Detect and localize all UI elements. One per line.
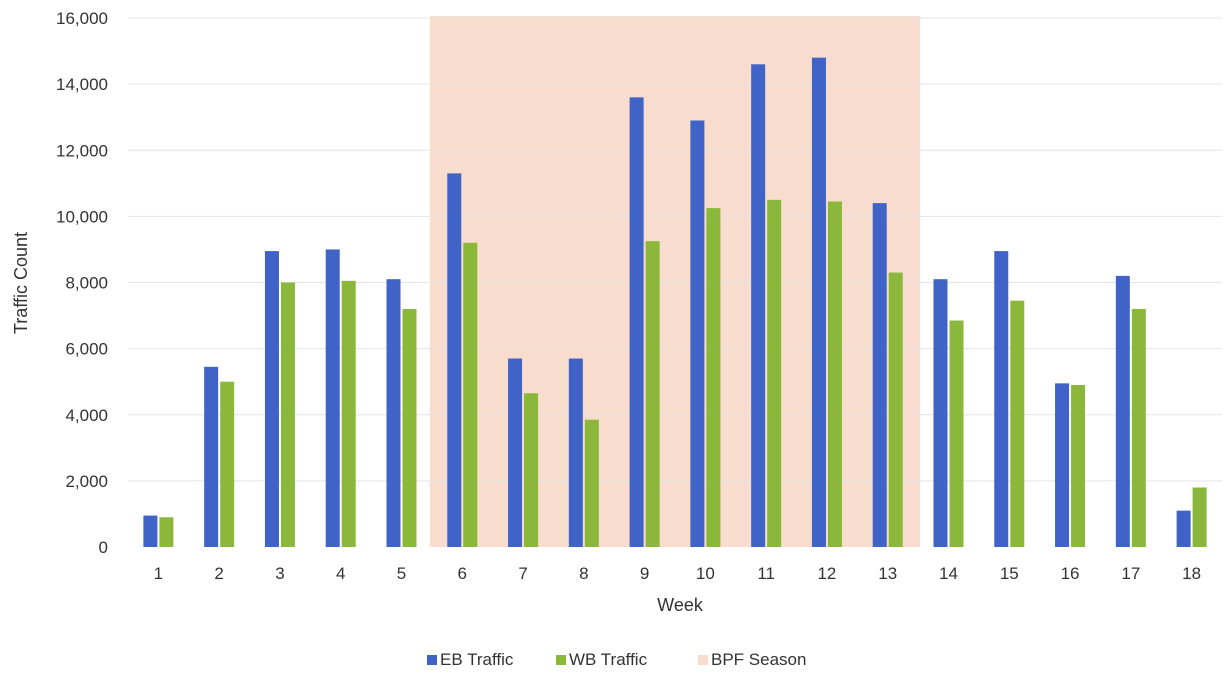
wb-bar-week-4: [341, 280, 356, 547]
eb-bar-week-5: [386, 279, 401, 547]
legend-swatch: [556, 655, 566, 665]
legend-label: BPF Season: [711, 650, 806, 669]
eb-bar-week-13: [872, 203, 887, 547]
wb-bar-week-6: [463, 242, 478, 547]
x-tick-label: 2: [214, 564, 223, 583]
y-axis-title: Traffic Count: [11, 232, 31, 334]
legend-swatch: [427, 655, 437, 665]
gridlines: [128, 17, 1222, 482]
y-tick-label: 0: [99, 538, 108, 557]
x-tick-label: 9: [640, 564, 649, 583]
y-tick-label: 2,000: [65, 472, 108, 491]
y-tick-label: 14,000: [56, 75, 108, 94]
eb-bar-week-2: [204, 366, 219, 547]
eb-bar-week-16: [1055, 383, 1070, 547]
y-axis-ticks: 0 2,000 4,000 6,000 8,000 10,000 12,000 14,000 1…: [56, 9, 108, 557]
wb-bar-week-7: [524, 393, 539, 547]
wb-bar-week-1: [159, 517, 174, 547]
wb-bar-week-14: [949, 320, 964, 547]
eb-bar-week-1: [143, 515, 158, 547]
wb-bar-week-12: [827, 201, 842, 547]
eb-bar-week-15: [994, 251, 1009, 547]
legend-label: WB Traffic: [569, 650, 648, 669]
eb-bar-week-6: [447, 173, 462, 548]
y-tick-label: 16,000: [56, 9, 108, 28]
x-tick-label: 7: [518, 564, 527, 583]
wb-bar-week-9: [645, 241, 660, 547]
x-tick-label: 18: [1182, 564, 1201, 583]
wb-bar-week-11: [767, 199, 782, 547]
x-tick-label: 14: [939, 564, 958, 583]
x-tick-label: 1: [154, 564, 163, 583]
x-tick-label: 6: [458, 564, 467, 583]
y-tick-label: 6,000: [65, 340, 108, 359]
eb-bar-week-11: [751, 64, 766, 547]
y-tick-label: 12,000: [56, 141, 108, 160]
eb-bar-week-18: [1176, 510, 1191, 547]
x-axis-ticks: 1 2 3 4 5 6 7 8 9 10 11 12 13 14 15 16 17 18: [154, 564, 1201, 583]
eb-bar-week-17: [1115, 275, 1130, 547]
x-tick-label: 13: [878, 564, 897, 583]
wb-bar-week-17: [1131, 308, 1146, 547]
bpf-season-band: [429, 16, 921, 547]
x-tick-label: 8: [579, 564, 588, 583]
x-tick-label: 12: [817, 564, 836, 583]
wb-bar-week-5: [402, 308, 417, 547]
x-axis-title: Week: [657, 595, 704, 615]
wb-bar-week-15: [1010, 300, 1025, 547]
x-tick-label: 4: [336, 564, 345, 583]
wb-bar-week-13: [888, 272, 903, 547]
x-tick-label: 17: [1121, 564, 1140, 583]
legend-label: EB Traffic: [440, 650, 514, 669]
legend-swatch: [698, 655, 708, 665]
wb-bar-week-10: [706, 208, 721, 547]
eb-bar-week-9: [629, 97, 644, 547]
y-tick-label: 4,000: [65, 406, 108, 425]
x-tick-label: 16: [1061, 564, 1080, 583]
bars: [143, 57, 1207, 548]
x-tick-label: 10: [696, 564, 715, 583]
eb-bar-week-12: [811, 57, 826, 548]
eb-bar-week-3: [264, 251, 279, 547]
wb-bar-week-18: [1192, 487, 1207, 547]
wb-bar-week-16: [1071, 384, 1086, 547]
x-tick-label: 15: [1000, 564, 1019, 583]
wb-bar-week-3: [280, 282, 295, 547]
x-tick-label: 3: [275, 564, 284, 583]
x-tick-label: 5: [397, 564, 406, 583]
wb-bar-week-8: [584, 419, 599, 547]
eb-bar-week-4: [325, 249, 340, 547]
eb-bar-week-7: [508, 358, 523, 547]
y-tick-label: 10,000: [56, 207, 108, 226]
legend: EB Traffic WB Traffic BPF Season: [427, 650, 806, 669]
x-tick-label: 11: [757, 564, 775, 583]
eb-bar-week-8: [568, 358, 583, 547]
wb-bar-week-2: [220, 381, 235, 547]
eb-bar-week-14: [933, 279, 948, 547]
eb-bar-week-10: [690, 120, 705, 548]
y-tick-label: 8,000: [65, 274, 108, 293]
